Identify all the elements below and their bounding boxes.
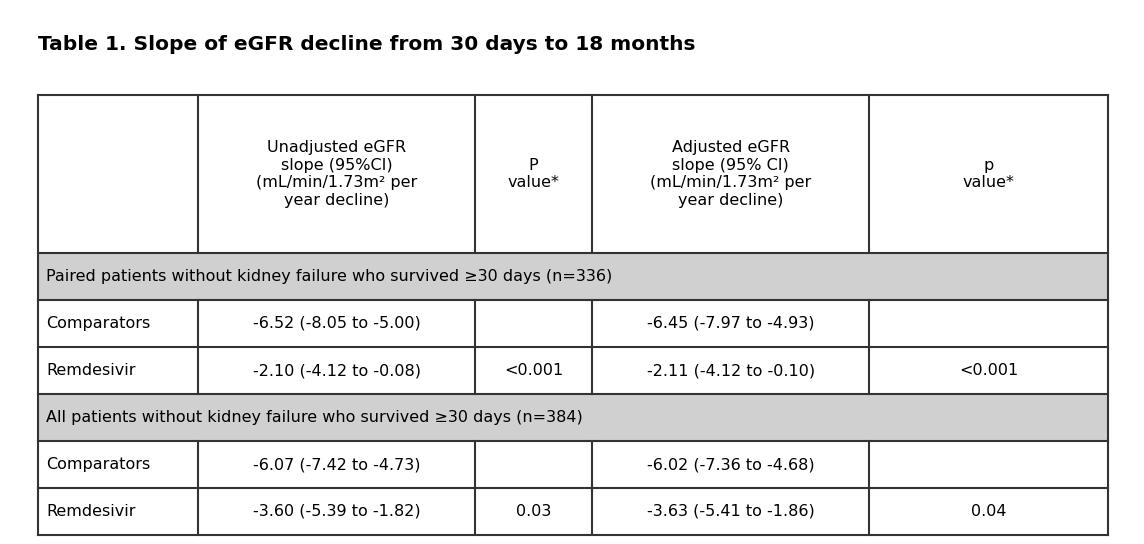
Bar bbox=[38, 300, 1109, 347]
Bar bbox=[38, 347, 1109, 394]
Text: <0.001: <0.001 bbox=[505, 363, 563, 378]
Bar bbox=[38, 441, 1109, 488]
Text: Comparators: Comparators bbox=[46, 457, 150, 472]
Text: P
value*: P value* bbox=[508, 158, 559, 190]
Text: All patients without kidney failure who survived ≥30 days (n=384): All patients without kidney failure who … bbox=[46, 410, 582, 425]
Text: Unadjusted eGFR
slope (95%CI)
(mL/min/1.73m² per
year decline): Unadjusted eGFR slope (95%CI) (mL/min/1.… bbox=[256, 140, 418, 208]
Text: 0.04: 0.04 bbox=[971, 504, 1007, 519]
Text: Paired patients without kidney failure who survived ≥30 days (n=336): Paired patients without kidney failure w… bbox=[46, 269, 612, 284]
Text: -2.10 (-4.12 to -0.08): -2.10 (-4.12 to -0.08) bbox=[253, 363, 421, 378]
Bar bbox=[38, 253, 1109, 300]
Bar bbox=[38, 488, 1109, 535]
Text: p
value*: p value* bbox=[962, 158, 1015, 190]
Text: -2.11 (-4.12 to -0.10): -2.11 (-4.12 to -0.10) bbox=[646, 363, 815, 378]
Text: -3.60 (-5.39 to -1.82): -3.60 (-5.39 to -1.82) bbox=[253, 504, 420, 519]
Text: -6.02 (-7.36 to -4.68): -6.02 (-7.36 to -4.68) bbox=[646, 457, 815, 472]
Text: -6.52 (-8.05 to -5.00): -6.52 (-8.05 to -5.00) bbox=[253, 316, 421, 331]
Text: -6.45 (-7.97 to -4.93): -6.45 (-7.97 to -4.93) bbox=[646, 316, 815, 331]
Text: Adjusted eGFR
slope (95% CI)
(mL/min/1.73m² per
year decline): Adjusted eGFR slope (95% CI) (mL/min/1.7… bbox=[650, 140, 811, 208]
Bar bbox=[38, 95, 1109, 253]
Text: Remdesivir: Remdesivir bbox=[46, 363, 135, 378]
Text: Table 1. Slope of eGFR decline from 30 days to 18 months: Table 1. Slope of eGFR decline from 30 d… bbox=[38, 35, 696, 54]
Text: Comparators: Comparators bbox=[46, 316, 150, 331]
Text: Remdesivir: Remdesivir bbox=[46, 504, 135, 519]
Text: <0.001: <0.001 bbox=[959, 363, 1018, 378]
Text: -6.07 (-7.42 to -4.73): -6.07 (-7.42 to -4.73) bbox=[253, 457, 420, 472]
Bar bbox=[38, 394, 1109, 441]
Text: 0.03: 0.03 bbox=[516, 504, 551, 519]
Text: -3.63 (-5.41 to -1.86): -3.63 (-5.41 to -1.86) bbox=[646, 504, 815, 519]
